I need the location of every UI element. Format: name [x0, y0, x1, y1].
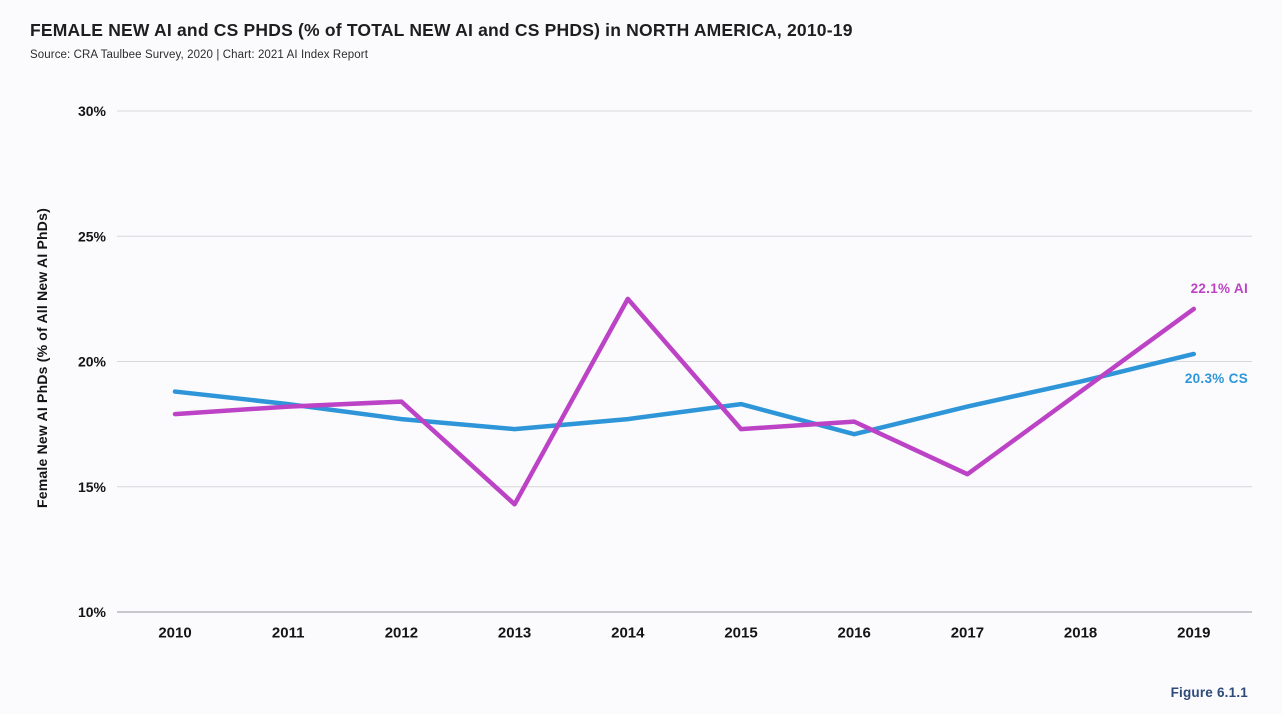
- y-tick-label: 25%: [78, 228, 107, 244]
- y-tick-label: 20%: [78, 354, 107, 370]
- y-tick-label: 10%: [78, 604, 107, 620]
- series-layer: [172, 296, 1197, 507]
- x-tick-label: 2013: [498, 625, 531, 642]
- y-tick-label: 30%: [78, 103, 107, 119]
- ai-series-end-label: 22.1% AI: [1191, 281, 1248, 296]
- chart-title: FEMALE NEW AI and CS PHDS (% of TOTAL NE…: [30, 20, 853, 40]
- x-tick-label: 2019: [1177, 625, 1210, 642]
- x-tick-label: 2015: [724, 625, 757, 642]
- x-tick-label: 2011: [272, 625, 305, 642]
- y-tick-label: 15%: [78, 479, 107, 495]
- y-axis-title: Female New AI PhDs (% of All New AI PhDs…: [34, 208, 50, 508]
- cs-series-end-label: 20.3% CS: [1185, 371, 1248, 386]
- x-tick-label: 2010: [158, 625, 191, 642]
- cs-series-line: [172, 351, 1197, 437]
- x-tick-label: 2018: [1064, 625, 1097, 642]
- chart-source: Source: CRA Taulbee Survey, 2020 | Chart…: [30, 49, 368, 61]
- x-tick-label: 2014: [611, 625, 645, 642]
- x-tick-label: 2017: [951, 625, 984, 642]
- x-tick-label: 2012: [385, 625, 418, 642]
- x-tick-label: 2016: [838, 625, 871, 642]
- ai-series-line: [172, 296, 1197, 507]
- axis-tick-layer: 30% 25% 20% 15% 10% 2010 2011 2012 2013 2014 2015 2…: [78, 103, 1211, 642]
- figure-caption: Figure 6.1.1: [1170, 685, 1248, 700]
